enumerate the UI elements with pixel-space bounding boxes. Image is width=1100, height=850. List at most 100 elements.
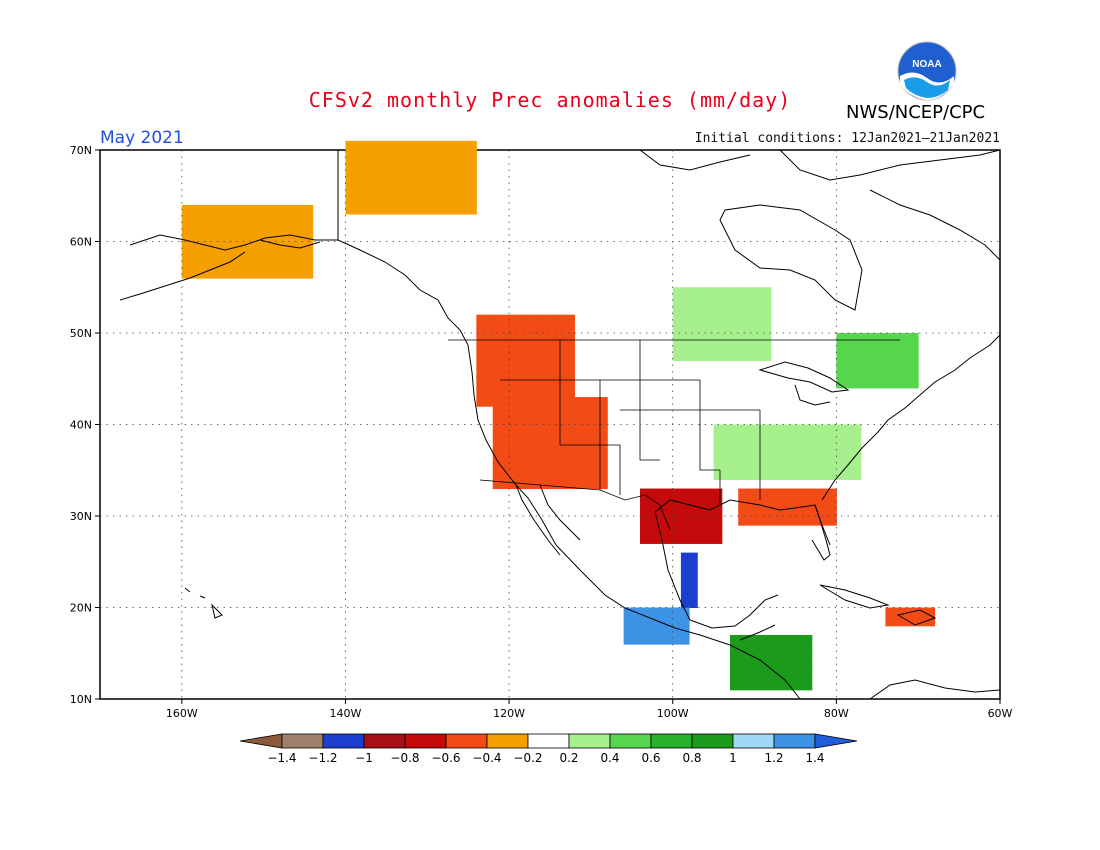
anomaly-cell <box>558 451 576 471</box>
anomaly-cell <box>590 470 608 490</box>
anomaly-cell <box>705 305 723 325</box>
anomaly-cell <box>746 671 764 691</box>
anomaly-cell <box>803 506 821 526</box>
anomaly-cell <box>263 223 281 242</box>
anomaly-cell <box>680 552 698 572</box>
anomaly-cell <box>558 470 576 490</box>
anomaly-cell <box>263 259 281 279</box>
anomaly-cell <box>795 634 813 654</box>
anomaly-cell <box>181 241 199 261</box>
anomaly-cell <box>795 671 813 691</box>
anomaly-cell <box>361 195 379 215</box>
anomaly-cell <box>705 525 723 544</box>
svg-text:NOAA: NOAA <box>912 59 941 70</box>
colorbar-swatch <box>322 733 365 749</box>
lat-label: 60N <box>70 236 92 249</box>
anomaly-cell <box>541 314 559 334</box>
anomaly-cell <box>410 177 428 197</box>
anomaly-cell <box>394 195 412 215</box>
chart-title: CFSv2 monthly Prec anomalies (mm/day) <box>308 88 792 112</box>
anomaly-cell <box>394 177 412 197</box>
anomaly-cell <box>590 451 608 471</box>
anomaly-cell <box>443 140 461 160</box>
colorbar-label: −0.6 <box>431 751 460 765</box>
anomaly-cell <box>811 424 829 444</box>
anomaly-cell <box>345 195 363 215</box>
colorbar-label: 1.2 <box>764 751 783 765</box>
anomaly-cell <box>558 333 576 352</box>
anomaly-cell <box>181 204 199 224</box>
anomaly-cell <box>713 461 731 480</box>
anomaly-cell <box>754 323 772 343</box>
anomaly-cell <box>378 177 396 197</box>
anomaly-cell <box>705 287 723 307</box>
anomaly-cell <box>656 488 674 508</box>
anomaly-cell <box>779 653 796 673</box>
anomaly-cell <box>263 204 281 224</box>
anomaly-cell <box>672 625 690 645</box>
anomaly-cell <box>779 442 796 462</box>
anomaly-cell <box>901 351 919 371</box>
anomaly-cell <box>558 433 576 453</box>
colorbar-label: 0.6 <box>641 751 660 765</box>
anomaly-cell <box>795 442 813 462</box>
anomaly-cell <box>230 259 248 279</box>
anomaly-cell <box>525 451 543 471</box>
anomaly-cell <box>492 397 510 416</box>
anomaly-cell <box>296 241 314 261</box>
anomaly-cell <box>443 159 461 178</box>
colorbar-swatch <box>568 733 611 749</box>
anomaly-cell <box>779 424 796 444</box>
anomaly-cell <box>836 351 854 371</box>
anomaly-cell <box>656 625 674 645</box>
anomaly-cell <box>738 506 756 526</box>
anomaly-cell <box>476 351 494 371</box>
anomaly-cell <box>869 333 886 352</box>
colorbar-swatch <box>486 733 529 749</box>
anomaly-cell <box>762 634 780 654</box>
anomaly-cell <box>247 259 265 279</box>
lon-label: 160W <box>166 707 198 720</box>
anomaly-cell <box>345 177 363 197</box>
initial-conditions: Initial conditions: 12Jan2021–21Jan2021 <box>694 131 1000 146</box>
anomaly-cell <box>885 607 903 627</box>
anomaly-cell <box>525 415 543 435</box>
anomaly-cell <box>705 488 723 508</box>
anomaly-cell <box>762 653 780 673</box>
anomaly-cell <box>230 223 248 242</box>
anomaly-cell <box>746 442 764 462</box>
anomaly-cell <box>738 488 756 508</box>
anomaly-cell <box>296 204 314 224</box>
anomaly-cell <box>779 634 796 654</box>
anomaly-cell <box>689 506 706 526</box>
anomaly-cell <box>730 634 747 654</box>
colorbar-label: 1 <box>729 751 737 765</box>
colorbar: −1.4 −1.2 −1 −0.8 −0.6 −0.4 −0.2 0.2 0.4 0.6 0.8 1 1… <box>239 733 858 765</box>
anomaly-cell <box>828 442 846 462</box>
anomaly-cell <box>574 451 592 471</box>
anomaly-cell <box>672 607 690 627</box>
anomaly-cells <box>181 140 936 691</box>
anomaly-cell <box>443 177 461 197</box>
anomaly-cell <box>198 259 216 279</box>
anomaly-cell <box>852 333 870 352</box>
anomaly-cell <box>394 140 412 160</box>
colorbar-label: 0.8 <box>682 751 701 765</box>
anomaly-cell <box>198 204 216 224</box>
anomaly-cell <box>558 397 576 416</box>
anomaly-cell <box>492 415 510 435</box>
anomaly-cell <box>574 433 592 453</box>
anomaly-cell <box>476 387 494 407</box>
anomaly-cell <box>558 415 576 435</box>
anomaly-cell <box>280 223 297 242</box>
anomaly-cell <box>672 323 690 343</box>
lat-label: 70N <box>70 144 92 157</box>
anomaly-cell <box>525 397 543 416</box>
anomaly-cell <box>525 433 543 453</box>
anomaly-cell <box>746 634 764 654</box>
lon-label: 80W <box>824 707 849 720</box>
anomaly-cell <box>378 159 396 178</box>
colorbar-label: 0.2 <box>559 751 578 765</box>
anomaly-cell <box>713 424 731 444</box>
political-borders <box>448 339 900 531</box>
